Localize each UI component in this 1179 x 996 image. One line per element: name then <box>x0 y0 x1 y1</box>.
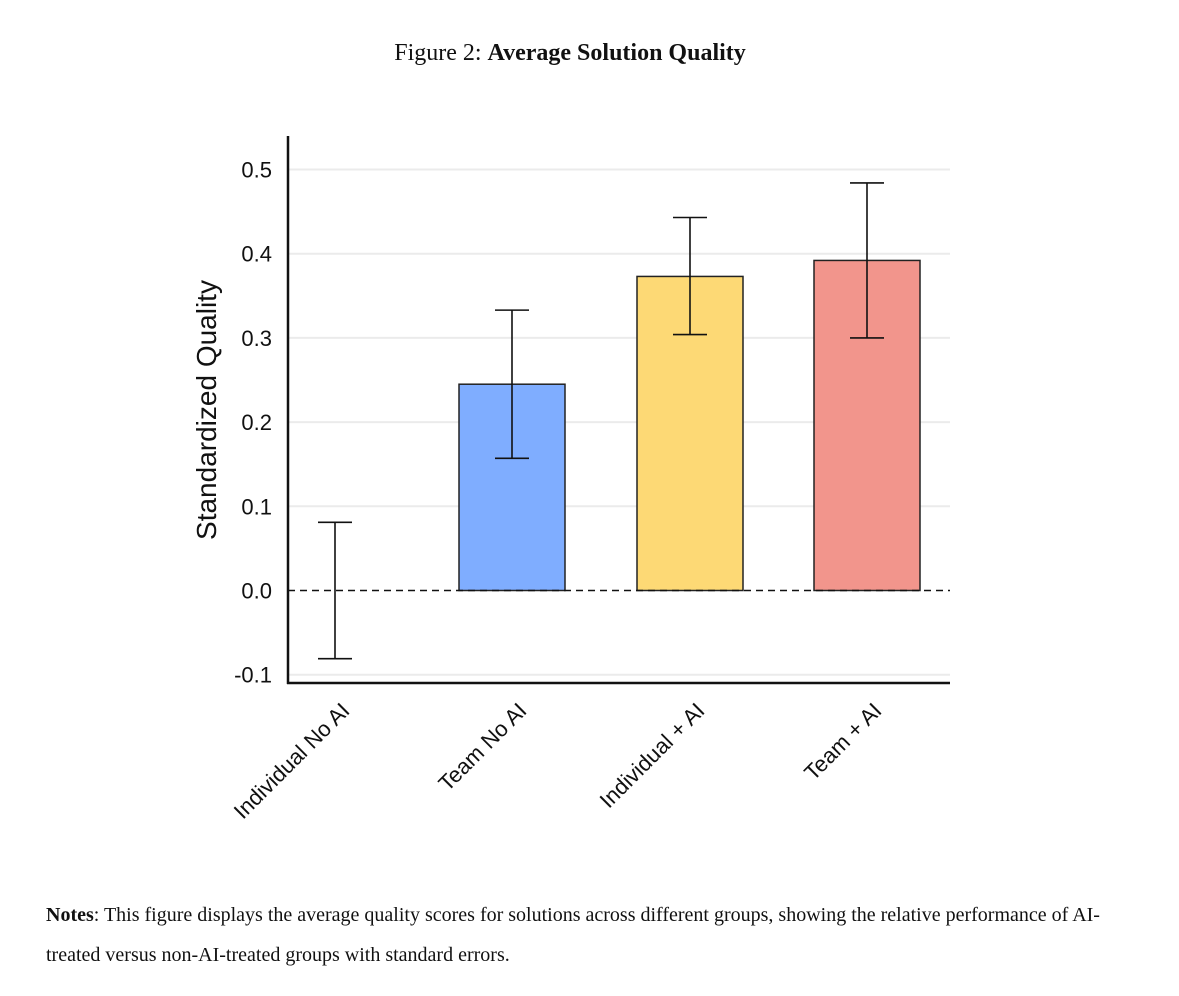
x-tick-label: Team + AI <box>799 698 886 785</box>
x-tick-labels: Individual No AI Team No AI Individual + A… <box>229 698 887 824</box>
y-tick-label: 0.0 <box>241 579 272 604</box>
x-tick-label: Individual No AI <box>229 698 355 824</box>
notes-text: : This figure displays the average quali… <box>46 904 1100 966</box>
y-tick-label: 0.1 <box>241 494 272 519</box>
figure-title: Figure 2: Average Solution Quality <box>0 40 1140 67</box>
figure-number: Figure 2: <box>394 40 482 66</box>
axes <box>286 136 950 685</box>
error-bar <box>850 182 884 339</box>
notes-label: Notes <box>46 904 94 926</box>
error-bar <box>318 521 352 660</box>
y-tick-label: 0.3 <box>241 326 272 351</box>
y-axis-label: Standardized Quality <box>191 280 222 540</box>
figure-title-text: Average Solution Quality <box>487 40 746 66</box>
figure-notes: Notes: This figure displays the average … <box>46 895 1136 975</box>
y-tick-labels: -0.1 0.0 0.1 0.2 0.3 0.4 0.5 <box>234 158 272 688</box>
y-tick-label: -0.1 <box>234 663 272 688</box>
x-tick-label: Team No AI <box>433 698 531 796</box>
error-bar <box>673 216 707 336</box>
bar-chart: -0.1 0.0 0.1 0.2 0.3 0.4 0.5 Individual No AI T… <box>191 136 950 824</box>
y-tick-label: 0.4 <box>241 242 272 267</box>
error-bars <box>318 182 884 660</box>
x-tick-label: Individual + AI <box>595 698 710 813</box>
y-tick-label: 0.2 <box>241 410 272 435</box>
y-tick-label: 0.5 <box>241 158 272 183</box>
error-bar <box>495 309 529 460</box>
